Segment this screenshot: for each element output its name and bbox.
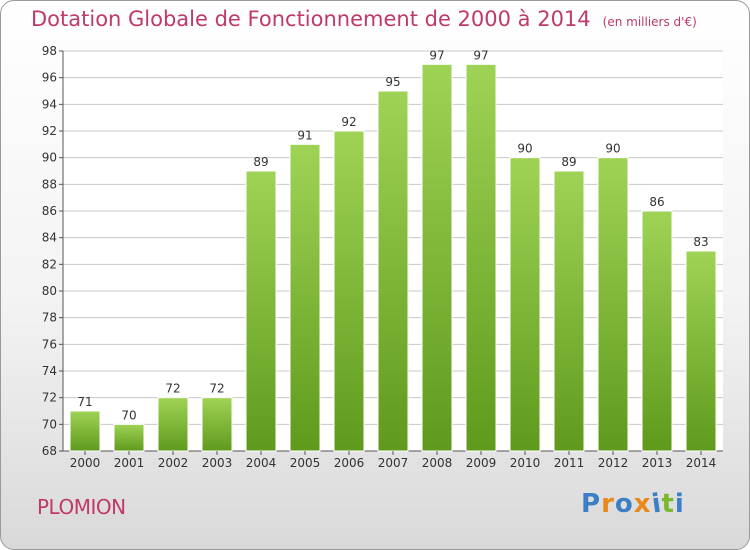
bar-2000 (69, 410, 101, 452)
y-tick-label: 92 (42, 124, 57, 138)
y-tick-label: 82 (42, 257, 57, 271)
proxiti-logo[interactable]: Proxiti (581, 488, 685, 519)
data-label-2003: 72 (209, 382, 224, 396)
x-tick-label-2001: 2001 (114, 456, 145, 470)
title-text: Dotation Globale de Fonctionnement de 20… (31, 7, 591, 31)
data-label-2014: 83 (693, 235, 708, 249)
bar-2010 (509, 157, 541, 452)
commune-name: PLOMION (37, 495, 126, 519)
logo-letter: i (674, 489, 685, 519)
logo-letter: P (581, 489, 602, 519)
logo-letter: r (601, 489, 615, 519)
x-tick-label-2011: 2011 (554, 456, 585, 470)
bar-2003 (201, 397, 233, 452)
bar-2005 (289, 143, 321, 452)
logo-letter: o (614, 489, 634, 519)
data-label-2007: 95 (385, 75, 400, 89)
data-label-2002: 72 (165, 382, 180, 396)
y-tick-label: 96 (42, 71, 57, 85)
x-tick-label-2009: 2009 (466, 456, 497, 470)
x-tick-label-2008: 2008 (422, 456, 453, 470)
bar-2007 (377, 90, 409, 452)
x-tick-label-2012: 2012 (598, 456, 629, 470)
data-label-2011: 89 (561, 155, 576, 169)
bar-2009 (465, 63, 497, 452)
x-tick-label-2007: 2007 (378, 456, 409, 470)
bar-2002 (157, 397, 189, 452)
data-label-2008: 97 (429, 48, 444, 62)
x-tick-label-2003: 2003 (202, 456, 233, 470)
y-tick-label: 70 (42, 417, 57, 431)
data-label-2006: 92 (341, 115, 356, 129)
y-tick-label: 80 (42, 284, 57, 298)
x-tick-label-2014: 2014 (686, 456, 717, 470)
y-tick-label: 90 (42, 151, 57, 165)
data-label-2000: 71 (77, 395, 92, 409)
data-label-2010: 90 (517, 142, 532, 156)
x-tick-label-2002: 2002 (158, 456, 189, 470)
chart-subtitle: (en milliers d'€) (602, 15, 697, 29)
y-tick-label: 78 (42, 311, 57, 325)
bar-2013 (641, 210, 673, 452)
chart-title: Dotation Globale de Fonctionnement de 20… (31, 7, 697, 31)
logo-letter: t (661, 489, 675, 519)
data-label-2005: 91 (297, 128, 312, 142)
x-tick-label-2010: 2010 (510, 456, 541, 470)
data-label-2001: 70 (121, 408, 136, 422)
x-tick-label-2006: 2006 (334, 456, 365, 470)
x-tick-label-2000: 2000 (70, 456, 101, 470)
x-tick-label-2004: 2004 (246, 456, 277, 470)
y-tick-label: 94 (42, 97, 57, 111)
x-tick-label-2005: 2005 (290, 456, 321, 470)
bar-2004 (245, 170, 277, 452)
bar-2011 (553, 170, 585, 452)
data-label-2004: 89 (253, 155, 268, 169)
bar-2012 (597, 157, 629, 452)
data-label-2013: 86 (649, 195, 664, 209)
y-tick-label: 74 (42, 364, 57, 378)
logo-letter: x (633, 489, 652, 519)
bar-2001 (113, 423, 145, 452)
y-tick-label: 86 (42, 204, 57, 218)
y-tick-label: 72 (42, 391, 57, 405)
data-label-2009: 97 (473, 48, 488, 62)
data-label-2012: 90 (605, 142, 620, 156)
y-tick-label: 84 (42, 231, 57, 245)
x-tick-label-2013: 2013 (642, 456, 673, 470)
y-tick-label: 88 (42, 177, 57, 191)
y-tick-label: 76 (42, 337, 57, 351)
bar-2008 (421, 63, 453, 452)
bar-2006 (333, 130, 365, 452)
bar-2014 (685, 250, 717, 452)
y-tick-label: 98 (42, 44, 57, 58)
y-tick-label: 68 (42, 444, 57, 458)
